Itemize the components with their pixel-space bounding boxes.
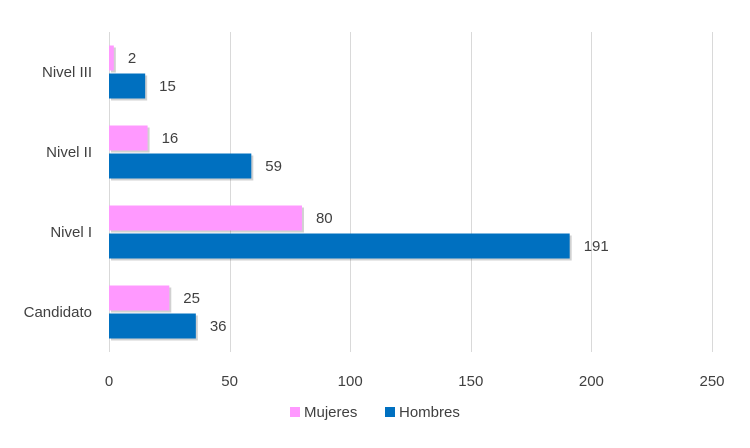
bar-hombres-0 xyxy=(109,73,146,99)
y-tick-label-2: Nivel I xyxy=(50,224,92,241)
data-label-hombres-1: 59 xyxy=(265,158,282,175)
data-label-mujeres-1: 16 xyxy=(162,130,179,147)
data-label-mujeres-3: 25 xyxy=(183,290,200,307)
legend-swatch-mujeres xyxy=(290,407,300,417)
x-tick-label-0: 0 xyxy=(105,373,113,390)
bar-mujeres-3 xyxy=(109,285,170,311)
data-label-hombres-3: 36 xyxy=(210,318,227,335)
bar-mujeres-2 xyxy=(109,205,302,231)
legend: Mujeres Hombres xyxy=(290,404,460,421)
bar-mujeres-1 xyxy=(109,125,148,151)
x-tick-label-50: 50 xyxy=(221,373,238,390)
legend-label-mujeres: Mujeres xyxy=(304,404,357,421)
data-label-mujeres-0: 2 xyxy=(128,50,136,67)
x-tick-label-250: 250 xyxy=(699,373,724,390)
bar-hombres-3 xyxy=(109,313,196,339)
legend-swatch-hombres xyxy=(385,407,395,417)
data-label-hombres-0: 15 xyxy=(159,78,176,95)
bar-hombres-1 xyxy=(109,153,252,179)
legend-label-hombres: Hombres xyxy=(399,404,460,421)
y-tick-label-3: Candidato xyxy=(24,304,92,321)
data-label-mujeres-2: 80 xyxy=(316,210,333,227)
y-tick-label-1: Nivel II xyxy=(46,144,92,161)
y-tick-label-0: Nivel III xyxy=(42,64,92,81)
x-tick-label-200: 200 xyxy=(579,373,604,390)
bar-mujeres-0 xyxy=(109,45,114,71)
bars xyxy=(109,45,572,341)
x-axis-tick-labels: 0 50 100 150 200 250 xyxy=(105,373,725,390)
data-label-hombres-2: 191 xyxy=(584,238,609,255)
x-tick-label-150: 150 xyxy=(458,373,483,390)
y-axis-tick-labels: Nivel III Nivel II Nivel I Candidato xyxy=(24,64,92,321)
x-tick-label-100: 100 xyxy=(338,373,363,390)
bar-hombres-2 xyxy=(109,233,570,259)
data-labels: 2 15 16 59 80 191 25 36 xyxy=(128,50,609,335)
